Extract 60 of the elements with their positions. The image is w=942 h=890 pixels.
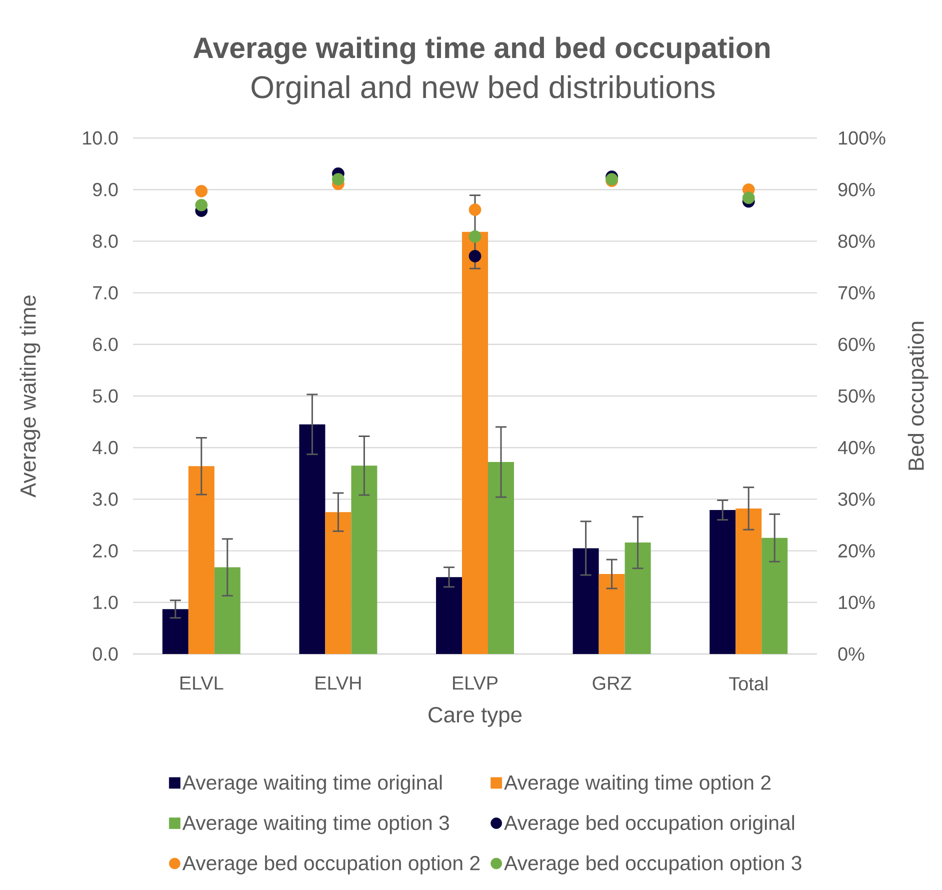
y-tick-label: 0.0 <box>92 647 118 661</box>
bar <box>572 548 599 654</box>
bar <box>488 462 514 654</box>
bar <box>214 567 240 654</box>
point <box>468 230 482 243</box>
bar <box>598 574 625 654</box>
x-tick-label: Total <box>729 676 768 690</box>
bar <box>462 232 488 654</box>
y-tick-label: 10.0 <box>83 131 118 145</box>
bar <box>188 466 214 654</box>
bar <box>710 510 736 654</box>
y2-tick-label: 0% <box>838 647 864 661</box>
y2-tick-label: 80% <box>838 234 875 248</box>
y-tick-label: 8.0 <box>92 234 118 248</box>
point <box>332 173 344 186</box>
legend-label: Average waiting time original <box>182 774 442 794</box>
y2-tick-label: 60% <box>838 338 875 352</box>
x-tick-label: GRZ <box>592 676 632 690</box>
bar <box>736 508 762 654</box>
y2-tick-label: 40% <box>838 440 875 454</box>
point <box>468 250 482 262</box>
legend-label: Average bed occupation option 2 <box>182 855 480 874</box>
x-tick-label: ELVP <box>453 676 498 690</box>
y2-tick-label: 70% <box>838 286 875 300</box>
point <box>468 204 482 216</box>
legend-label: Average bed occupation option 3 <box>504 855 802 874</box>
legend-label: Average waiting time option 3 <box>182 815 449 834</box>
y-tick-label: 6.0 <box>93 338 118 352</box>
bar <box>299 424 326 654</box>
y-tick-label: 1.0 <box>94 596 118 610</box>
bar <box>624 542 651 654</box>
x-axis-title: Care type <box>428 707 522 727</box>
point <box>742 192 755 204</box>
legend-label: Average bed occupation original <box>504 815 794 834</box>
point <box>195 198 208 212</box>
bar <box>325 512 352 654</box>
y-tick-label: 9.0 <box>93 182 118 196</box>
y2-tick-label: 30% <box>838 492 875 506</box>
y-tick-label: 5.0 <box>92 389 118 403</box>
y2-axis-title: Bed occupation <box>908 322 928 470</box>
bar <box>762 538 788 654</box>
y2-tick-label: 90% <box>838 182 875 196</box>
y2-tick-label: 20% <box>838 544 875 558</box>
x-tick-label: ELVL <box>180 676 224 690</box>
y-tick-label: 4.0 <box>92 440 118 454</box>
bar <box>351 466 378 654</box>
y2-tick-label: 10% <box>838 596 875 610</box>
bar <box>436 577 462 654</box>
y-tick-label: 3.0 <box>92 492 118 506</box>
chart-title: Average waiting time and bed occupation <box>193 36 770 64</box>
bar <box>162 609 188 654</box>
point <box>195 184 208 198</box>
y-tick-label: 7.0 <box>93 286 118 300</box>
y-axis-title: Average waiting time <box>20 295 40 498</box>
legend-label: Average waiting time option 2 <box>504 774 770 794</box>
y-tick-label: 2.0 <box>93 544 118 558</box>
chart-subtitle: Orginal and new bed distributions <box>252 75 715 105</box>
y2-tick-label: 100% <box>838 131 886 145</box>
y2-tick-label: 50% <box>838 389 875 403</box>
x-tick-label: ELVH <box>316 676 361 690</box>
